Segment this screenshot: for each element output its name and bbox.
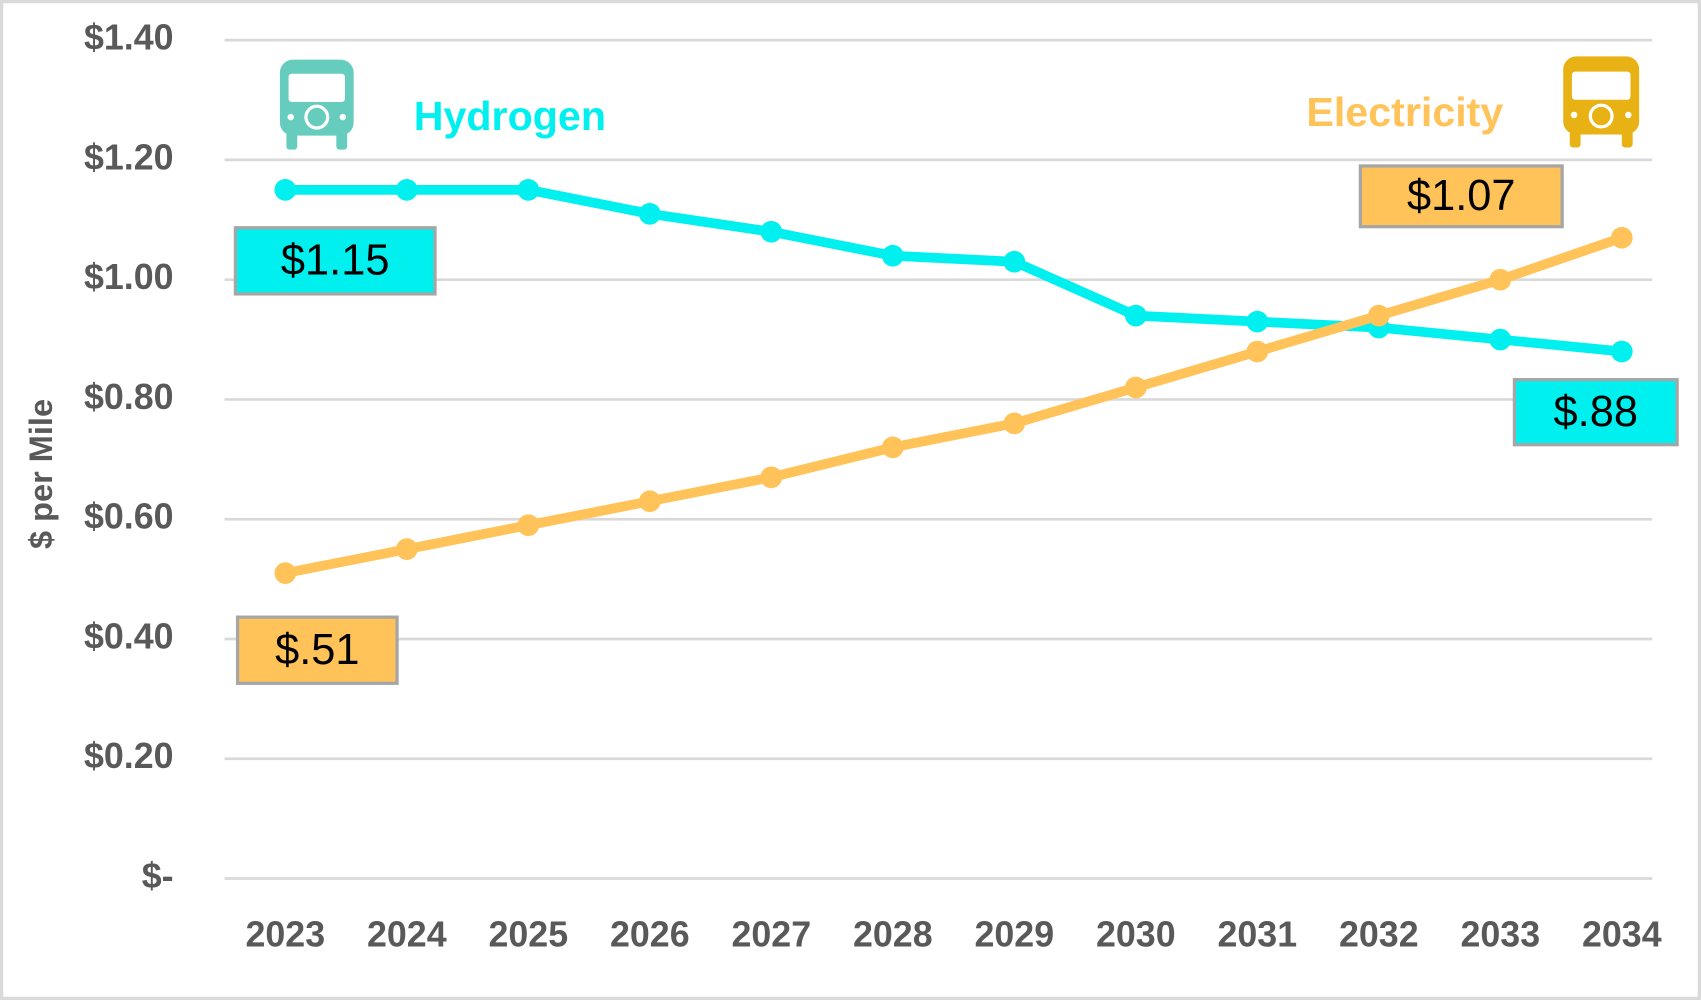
series-name: Hydrogen — [414, 93, 606, 139]
data-label: $.51 — [275, 626, 359, 674]
data-point — [881, 244, 904, 267]
data-point — [1367, 304, 1390, 327]
data-point — [274, 178, 297, 201]
hydrogen-bus-icon — [279, 59, 354, 150]
data-point — [1124, 304, 1147, 327]
y-tick-label: $1.00 — [84, 257, 174, 297]
data-label: $1.15 — [281, 236, 390, 284]
y-tick-label: $0.40 — [84, 616, 174, 656]
x-tick-label: 2032 — [1339, 915, 1419, 955]
series-line — [285, 184, 1623, 357]
y-tick-label: $0.20 — [84, 736, 174, 776]
data-label-box — [1358, 164, 1564, 229]
x-tick-label: 2025 — [488, 915, 568, 955]
data-label: $.88 — [1554, 388, 1638, 436]
data-label-box — [1512, 377, 1679, 447]
data-point — [638, 490, 661, 513]
data-point — [1003, 250, 1026, 273]
y-axis-label: $ per Mile — [23, 399, 59, 549]
x-tick-label: 2033 — [1460, 915, 1540, 955]
data-point — [395, 538, 418, 561]
x-tick-label: 2026 — [610, 915, 690, 955]
data-point — [760, 466, 783, 489]
y-tick-label: $0.60 — [84, 497, 174, 537]
data-point — [760, 220, 783, 243]
data-label: $1.07 — [1407, 172, 1516, 220]
y-tick-label: $1.40 — [84, 18, 174, 58]
data-point — [881, 436, 904, 459]
data-point — [1124, 376, 1147, 399]
data-point — [1610, 226, 1633, 249]
x-tick-label: 2023 — [245, 915, 325, 955]
series-line — [284, 233, 1624, 578]
data-point — [1489, 328, 1512, 351]
data-point — [395, 178, 418, 201]
x-tick-label: 2030 — [1096, 915, 1176, 955]
series-name: Electricity — [1306, 89, 1503, 135]
data-label-box — [233, 226, 437, 296]
y-tick-label: $0.80 — [84, 377, 174, 417]
data-point — [517, 178, 540, 201]
data-point — [1246, 310, 1269, 333]
data-point — [638, 202, 661, 225]
data-point — [1489, 268, 1512, 291]
x-tick-label: 2024 — [367, 915, 447, 955]
data-point — [274, 562, 297, 584]
x-tick-label: 2031 — [1217, 915, 1297, 955]
x-tick-label: 2027 — [731, 915, 811, 955]
y-tick-label: $1.20 — [84, 137, 174, 177]
data-point — [1610, 340, 1633, 363]
x-tick-label: 2028 — [853, 915, 933, 955]
y-tick-label: $- — [142, 856, 174, 896]
data-point — [517, 514, 540, 537]
data-point — [1003, 412, 1026, 435]
x-tick-label: 2034 — [1582, 915, 1662, 955]
electric-bus-icon — [1563, 56, 1640, 148]
data-point — [1246, 340, 1269, 363]
x-tick-label: 2029 — [974, 915, 1054, 955]
data-label-box — [235, 615, 399, 685]
